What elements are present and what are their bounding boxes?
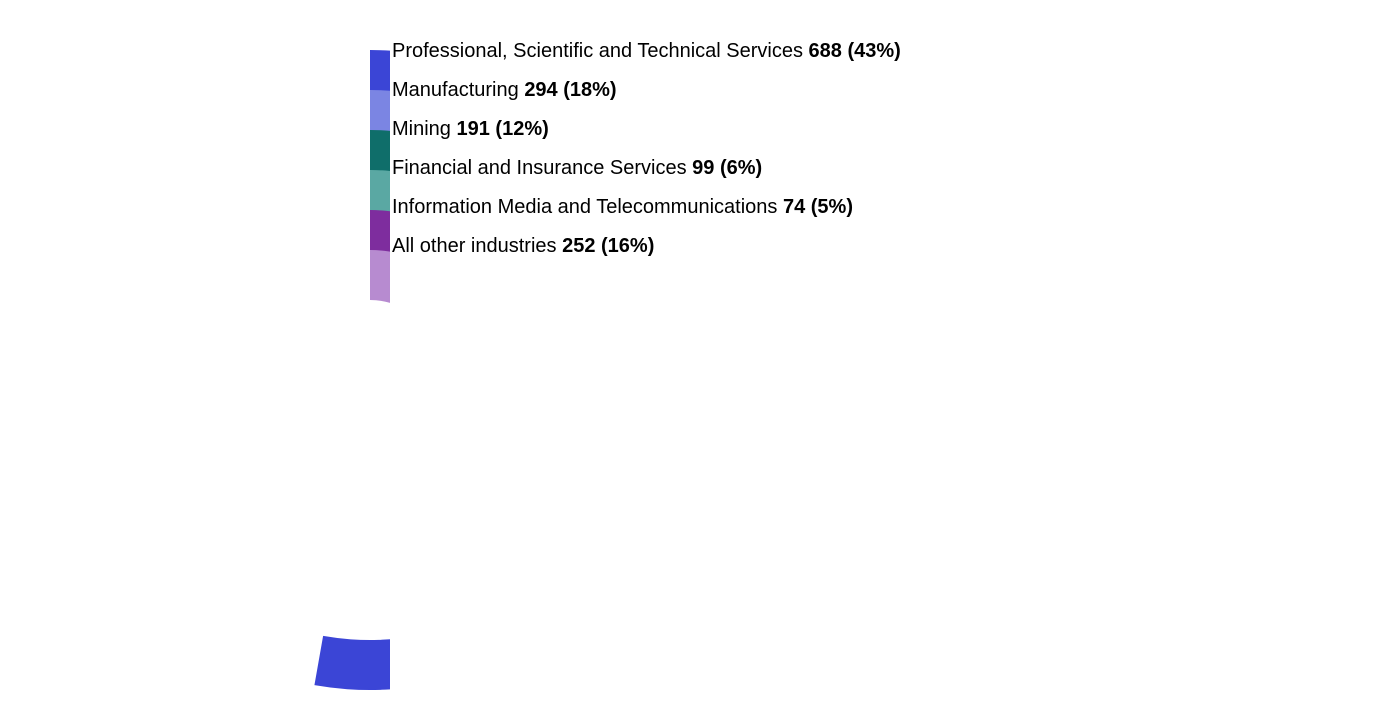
- legend-item: Financial and Insurance Services 99 (6%): [392, 157, 901, 180]
- legend-item: Professional, Scientific and Technical S…: [392, 40, 901, 63]
- legend-item: Mining 191 (12%): [392, 118, 901, 141]
- legend-item-label: Manufacturing: [392, 79, 519, 101]
- legend-item-value: 99 (6%): [692, 157, 762, 179]
- legend-item-value: 252 (16%): [562, 235, 654, 257]
- legend-item-label: Financial and Insurance Services: [392, 157, 687, 179]
- legend-item: Information Media and Telecommunications…: [392, 196, 901, 219]
- chart-container: Professional, Scientific and Technical S…: [0, 0, 1378, 726]
- legend-item-value: 294 (18%): [524, 79, 616, 101]
- legend-item-label: Information Media and Telecommunications: [392, 196, 777, 218]
- legend-item-value: 688 (43%): [809, 40, 901, 62]
- legend-item-label: Professional, Scientific and Technical S…: [392, 40, 803, 62]
- legend-item: Manufacturing 294 (18%): [392, 79, 901, 102]
- legend-item-value: 191 (12%): [456, 118, 548, 140]
- legend-item-value: 74 (5%): [783, 196, 853, 218]
- legend: Professional, Scientific and Technical S…: [392, 40, 901, 258]
- legend-item: All other industries 252 (16%): [392, 235, 901, 258]
- radial-bar-chart: [30, 30, 390, 726]
- legend-item-label: Mining: [392, 118, 451, 140]
- legend-item-label: All other industries: [392, 235, 557, 257]
- radial-bar-segment: [370, 250, 390, 346]
